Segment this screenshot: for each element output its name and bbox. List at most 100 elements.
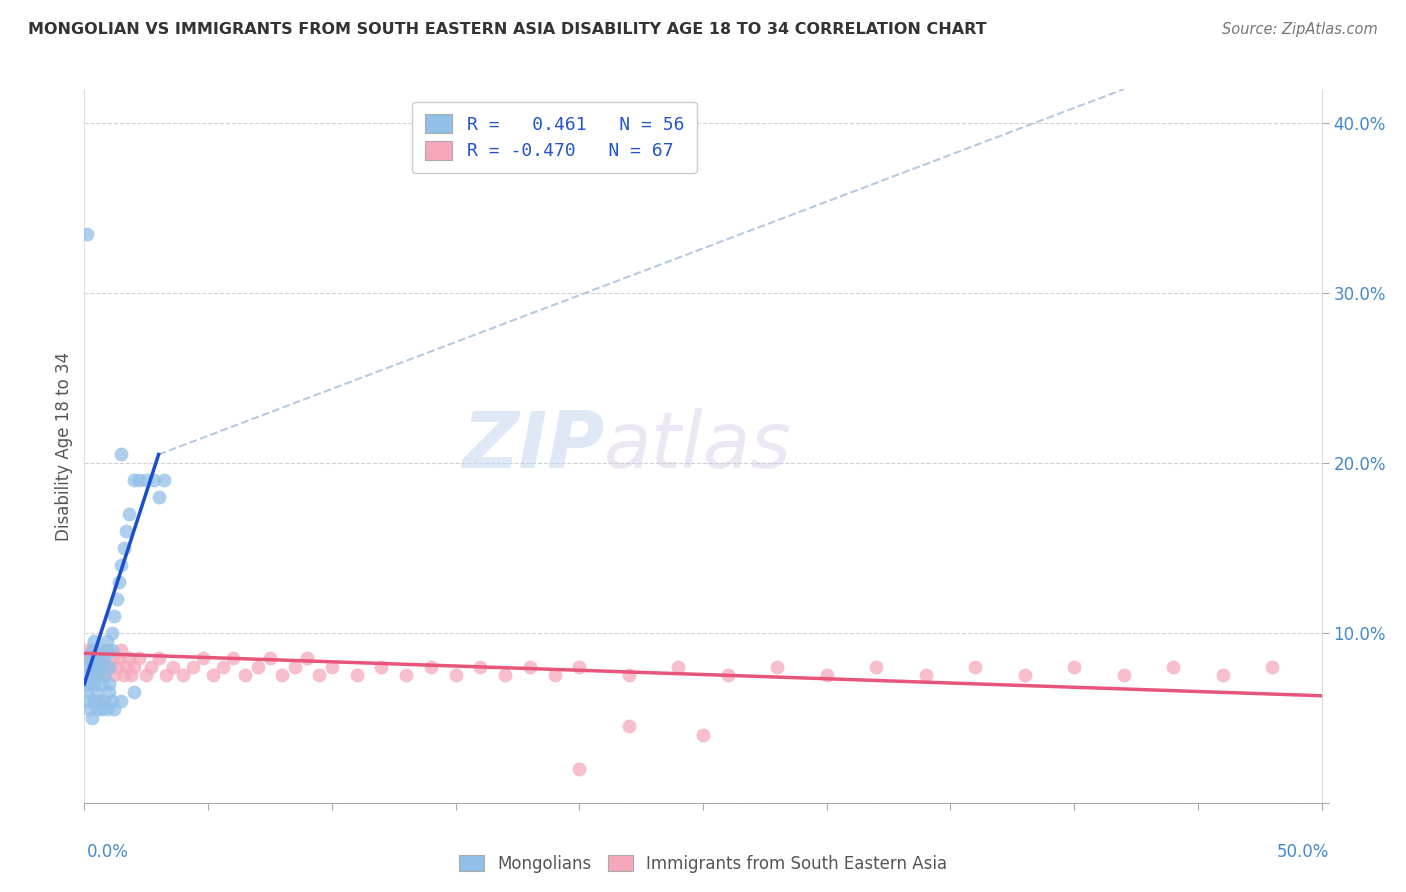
Point <box>80 668 103 682</box>
Point <box>105 591 128 606</box>
Point <box>692 728 714 742</box>
Point <box>100 626 122 640</box>
Point <box>110 448 132 462</box>
Point <box>76 668 98 682</box>
Point <box>98 677 121 691</box>
Point <box>259 651 281 665</box>
Point <box>83 677 105 691</box>
Point <box>79 660 101 674</box>
Point <box>79 677 101 691</box>
Point <box>93 651 115 665</box>
Point <box>1212 668 1234 682</box>
Point <box>90 660 112 674</box>
Point <box>295 651 318 665</box>
Point <box>284 660 307 674</box>
Point <box>122 473 145 487</box>
Point <box>96 643 118 657</box>
Point <box>115 660 138 674</box>
Point <box>86 702 108 716</box>
Point <box>79 651 101 665</box>
Point <box>76 677 98 691</box>
Text: MONGOLIAN VS IMMIGRANTS FROM SOUTH EASTERN ASIA DISABILITY AGE 18 TO 34 CORRELAT: MONGOLIAN VS IMMIGRANTS FROM SOUTH EASTE… <box>28 22 987 37</box>
Point <box>118 507 141 521</box>
Text: Source: ZipAtlas.com: Source: ZipAtlas.com <box>1222 22 1378 37</box>
Point <box>89 660 111 674</box>
Point <box>222 651 245 665</box>
Point <box>568 762 591 776</box>
Point <box>93 668 115 682</box>
Point <box>1063 660 1085 674</box>
Point <box>112 541 135 555</box>
Point <box>90 677 112 691</box>
Point <box>914 668 936 682</box>
Point <box>98 685 121 699</box>
Point <box>308 668 330 682</box>
Point <box>112 668 135 682</box>
Point <box>1161 660 1184 674</box>
Point <box>271 668 294 682</box>
Point <box>80 660 103 674</box>
Point <box>470 660 492 674</box>
Point <box>103 702 125 716</box>
Point <box>83 634 105 648</box>
Point <box>118 651 141 665</box>
Point <box>76 685 98 699</box>
Point <box>80 643 103 657</box>
Point <box>79 651 101 665</box>
Point <box>346 668 368 682</box>
Point <box>93 668 115 682</box>
Point <box>148 651 170 665</box>
Point <box>76 643 98 657</box>
Point <box>202 668 225 682</box>
Point <box>110 558 132 572</box>
Point <box>815 668 838 682</box>
Text: 50.0%: 50.0% <box>1277 843 1329 861</box>
Text: ZIP: ZIP <box>461 408 605 484</box>
Point <box>96 643 118 657</box>
Point <box>666 660 689 674</box>
Point <box>89 694 111 708</box>
Point <box>108 651 131 665</box>
Point <box>98 660 121 674</box>
Point <box>103 608 125 623</box>
Point <box>617 719 640 733</box>
Point <box>96 634 118 648</box>
Text: atlas: atlas <box>605 408 792 484</box>
Point <box>86 660 108 674</box>
Point <box>89 651 111 665</box>
Point <box>568 660 591 674</box>
Point <box>110 694 132 708</box>
Point <box>172 668 194 682</box>
Point <box>494 668 516 682</box>
Point <box>162 660 184 674</box>
Point <box>865 660 887 674</box>
Point <box>90 651 112 665</box>
Legend: Mongolians, Immigrants from South Eastern Asia: Mongolians, Immigrants from South Easter… <box>451 848 955 880</box>
Point <box>419 660 441 674</box>
Point <box>543 668 565 682</box>
Point <box>766 660 789 674</box>
Point <box>246 660 269 674</box>
Point <box>90 702 112 716</box>
Point <box>108 574 131 589</box>
Point <box>93 694 115 708</box>
Text: 0.0%: 0.0% <box>87 843 129 861</box>
Point <box>395 668 418 682</box>
Point <box>122 685 145 699</box>
Point <box>86 668 108 682</box>
Point <box>181 660 204 674</box>
Point <box>617 668 640 682</box>
Point <box>80 660 103 674</box>
Point <box>83 643 105 657</box>
Point <box>212 660 235 674</box>
Point <box>1261 660 1284 674</box>
Point <box>86 685 108 699</box>
Point <box>103 668 125 682</box>
Point <box>100 694 122 708</box>
Point <box>128 651 150 665</box>
Point <box>965 660 987 674</box>
Point <box>76 694 98 708</box>
Point <box>98 660 121 674</box>
Point <box>191 651 214 665</box>
Point <box>86 651 108 665</box>
